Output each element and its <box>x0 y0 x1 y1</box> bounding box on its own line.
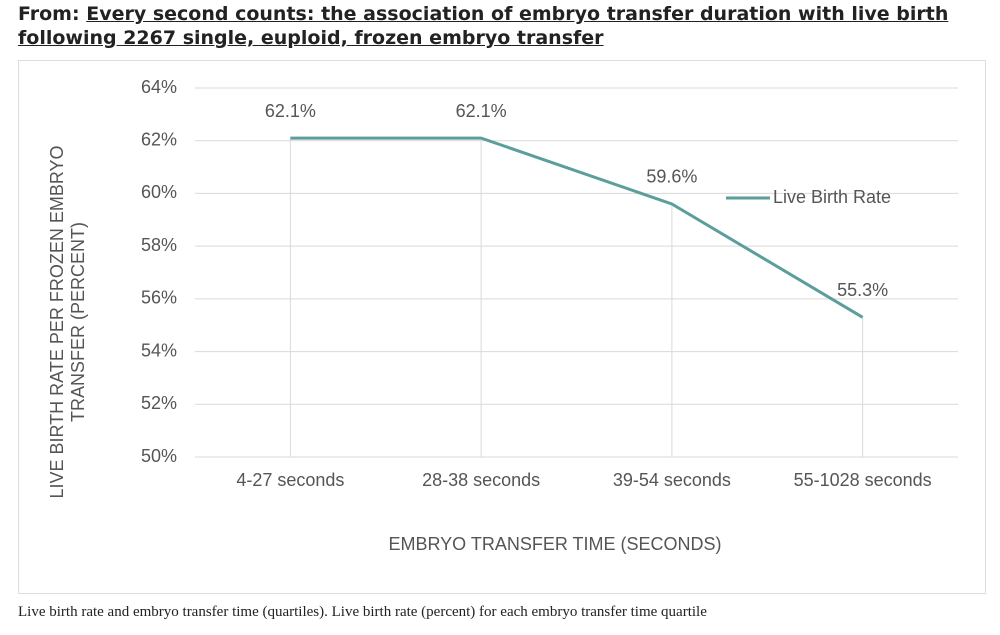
x-tick-label: 28-38 seconds <box>422 470 540 490</box>
data-label: 62.1% <box>265 101 316 121</box>
y-axis-label: LIVE BIRTH RATE PER FROZEN EMBRYO TRANSF… <box>47 145 88 499</box>
x-tick-label: 39-54 seconds <box>613 470 731 490</box>
y-tick-label: 58% <box>141 235 177 255</box>
title-link[interactable]: Every second counts: the association of … <box>18 3 949 49</box>
data-label: 55.3% <box>837 280 888 300</box>
data-label: 62.1% <box>456 101 507 121</box>
x-tick-label: 4-27 seconds <box>236 470 344 490</box>
legend-label: Live Birth Rate <box>773 187 891 207</box>
y-tick-label: 52% <box>141 393 177 413</box>
data-label: 59.6% <box>646 167 697 187</box>
y-tick-label: 54% <box>141 340 177 360</box>
header: From: Every second counts: the associati… <box>18 2 958 50</box>
x-tick-label: 55-1028 seconds <box>794 470 932 490</box>
y-tick-label: 60% <box>141 182 177 202</box>
caption: Live birth rate and embryo transfer time… <box>18 604 707 620</box>
y-tick-label: 62% <box>141 129 177 149</box>
y-tick-label: 56% <box>141 288 177 308</box>
line-series <box>290 136 864 319</box>
y-tick-label: 64% <box>141 77 177 97</box>
x-axis-label: EMBRYO TRANSFER TIME (SECONDS) <box>388 534 721 554</box>
figure-box <box>18 60 986 594</box>
prefix: From: <box>18 3 80 25</box>
y-tick-label: 50% <box>141 446 177 466</box>
